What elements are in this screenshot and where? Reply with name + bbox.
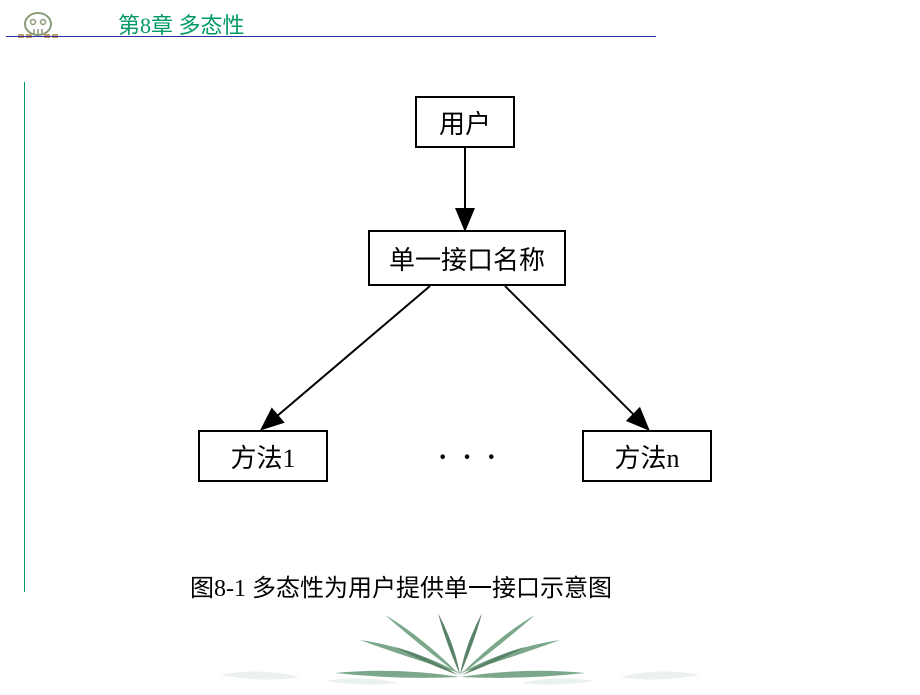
polymorphism-diagram: 用户 单一接口名称 方法1 方法n · · · 图8-1 多态性为用户提供单一接… — [0, 0, 920, 690]
figure-caption: 图8-1 多态性为用户提供单一接口示意图 — [190, 568, 612, 603]
diagram-ellipsis: · · · — [438, 442, 500, 474]
box-interface-label: 单一接口名称 — [389, 240, 545, 277]
diagram-box-method1: 方法1 — [198, 430, 328, 482]
box-methodn-label: 方法n — [614, 438, 679, 475]
box-user-label: 用户 — [439, 104, 491, 141]
diagram-box-methodn: 方法n — [582, 430, 712, 482]
diagram-box-interface: 单一接口名称 — [368, 230, 566, 286]
box-method1-label: 方法1 — [230, 438, 295, 475]
diagram-box-user: 用户 — [415, 96, 515, 148]
bamboo-decoration — [0, 605, 920, 690]
